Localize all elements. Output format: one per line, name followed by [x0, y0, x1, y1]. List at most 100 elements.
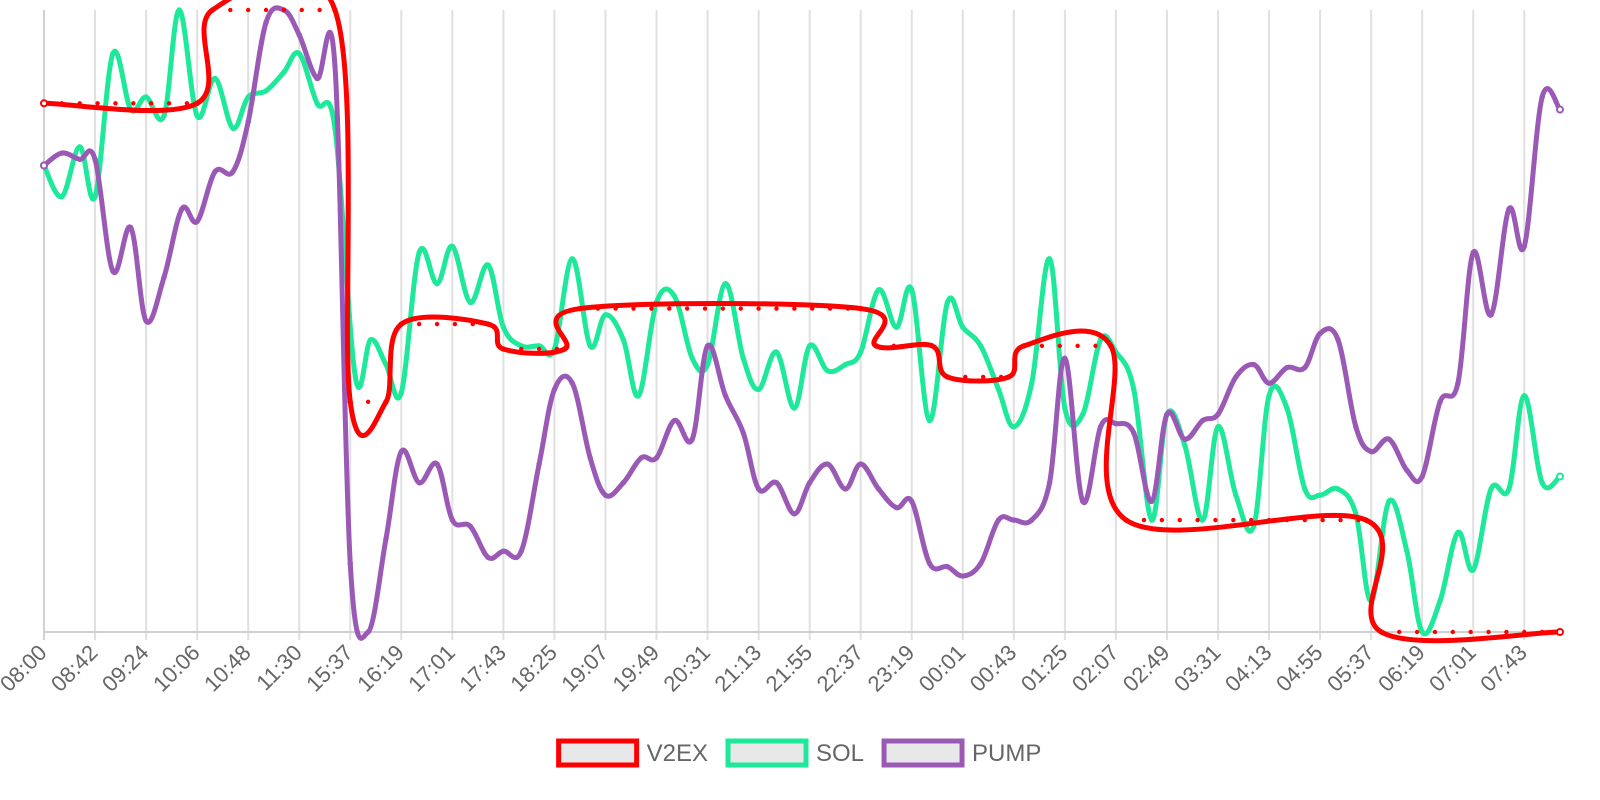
- data-point: [963, 374, 968, 380]
- x-tick-label: 10:48: [199, 640, 256, 697]
- x-tick-label: 07:01: [1424, 640, 1481, 697]
- data-point: [1266, 380, 1272, 386]
- data-point: [518, 548, 524, 554]
- data-point: [1556, 628, 1564, 636]
- data-point: [245, 7, 251, 13]
- data-point: [194, 113, 200, 119]
- data-point: [995, 517, 1002, 523]
- data-point: [1062, 355, 1068, 362]
- data-point: [551, 386, 558, 393]
- data-point: [806, 343, 813, 349]
- data-point: [449, 517, 456, 523]
- data-point: [827, 306, 833, 311]
- data-point: [806, 480, 813, 486]
- x-tick-label: 19:49: [607, 640, 664, 697]
- data-point: [263, 19, 269, 26]
- data-point: [1215, 411, 1221, 417]
- data-point: [1556, 472, 1564, 481]
- data-point: [773, 480, 780, 486]
- data-point: [148, 101, 154, 106]
- data-point: [1080, 498, 1086, 505]
- data-point: [77, 156, 83, 162]
- data-point: [653, 455, 660, 461]
- data-point: [1011, 517, 1017, 523]
- data-point: [1093, 343, 1098, 349]
- data-point: [1363, 517, 1369, 523]
- data-point: [1539, 94, 1545, 100]
- data-point: [756, 306, 761, 311]
- data-point: [485, 554, 491, 561]
- data-point: [1028, 517, 1035, 523]
- data-point: [383, 399, 389, 405]
- data-point: [755, 386, 762, 393]
- data-point: [1039, 343, 1045, 349]
- data-point: [416, 321, 422, 327]
- data-point: [810, 306, 815, 311]
- legend-label: SOL: [816, 740, 864, 767]
- x-tick-label: 08:42: [46, 640, 103, 697]
- data-point: [1148, 517, 1155, 523]
- data-point: [1075, 343, 1080, 349]
- data-point: [858, 349, 864, 355]
- data-point: [131, 101, 136, 106]
- data-point: [398, 321, 405, 327]
- data-point: [1522, 629, 1527, 635]
- data-point: [981, 374, 986, 380]
- legend-item-sol[interactable]: SOL: [725, 738, 864, 768]
- data-point: [536, 346, 542, 352]
- x-tick-label: 23:19: [863, 640, 920, 697]
- data-point: [212, 169, 218, 175]
- x-tick-label: 22:37: [812, 640, 869, 697]
- data-point: [1113, 420, 1119, 427]
- data-point: [245, 94, 251, 100]
- data-point: [1284, 364, 1290, 371]
- data-point: [613, 306, 618, 311]
- data-point: [113, 101, 118, 106]
- data-point: [1213, 517, 1218, 523]
- data-point: [909, 287, 915, 293]
- data-point: [485, 321, 491, 327]
- legend-item-v2ex[interactable]: V2EX: [556, 738, 708, 768]
- data-point: [1131, 430, 1137, 436]
- legend-swatch: [881, 738, 965, 768]
- data-point: [1470, 567, 1476, 573]
- data-point: [179, 206, 185, 212]
- data-point: [1006, 374, 1012, 380]
- data-point: [1368, 448, 1374, 455]
- series-line-sol: [41, 7, 1563, 637]
- data-point: [1046, 256, 1053, 262]
- data-point: [824, 461, 831, 467]
- x-tick-label: 06:19: [1373, 640, 1430, 697]
- data-point: [638, 455, 644, 461]
- legend-item-pump[interactable]: PUMP: [881, 738, 1041, 768]
- data-point: [998, 374, 1004, 380]
- data-point: [1177, 517, 1182, 523]
- data-point: [1556, 105, 1564, 114]
- data-point: [367, 336, 374, 343]
- data-point: [587, 455, 593, 461]
- data-point: [1539, 629, 1545, 635]
- data-point: [620, 480, 627, 486]
- data-point: [77, 144, 83, 150]
- data-point: [1404, 467, 1410, 473]
- x-tick-label: 02:49: [1118, 640, 1175, 697]
- data-point: [1021, 343, 1027, 349]
- data-point: [263, 7, 269, 13]
- legend: V2EX SOL PUMP: [556, 738, 1041, 768]
- data-point: [230, 125, 236, 131]
- data-point: [1148, 498, 1155, 505]
- legend-swatch: [556, 738, 640, 768]
- data-point: [1251, 361, 1257, 368]
- data-point: [1450, 629, 1456, 635]
- series-v2ex: [40, 0, 1564, 644]
- data-point: [602, 492, 609, 498]
- data-point: [365, 629, 371, 635]
- data-point: [1302, 364, 1308, 371]
- data-point: [1011, 424, 1017, 430]
- data-point: [416, 480, 422, 486]
- data-point: [875, 486, 882, 492]
- data-point: [1488, 312, 1494, 318]
- data-point: [77, 101, 82, 106]
- data-point: [1062, 405, 1068, 411]
- data-point: [500, 548, 507, 554]
